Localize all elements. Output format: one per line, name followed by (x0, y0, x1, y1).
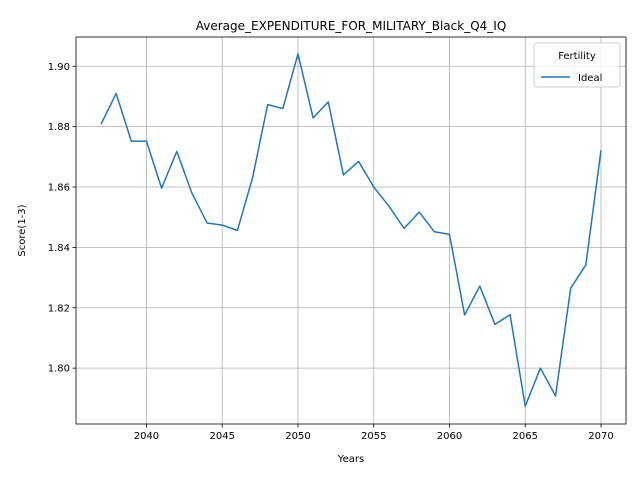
x-axis-label: Years (337, 454, 364, 465)
x-tick-label: 2045 (209, 431, 234, 442)
plot-frame (75, 36, 627, 425)
y-tick-label: 1.86 (48, 183, 70, 194)
y-tick-label: 1.88 (48, 122, 70, 133)
y-tick-label: 1.80 (48, 364, 70, 375)
legend-title: Fertility (558, 51, 596, 62)
chart-title: Average_EXPENDITURE_FOR_MILITARY_Black_Q… (196, 19, 507, 33)
y-axis: 1.80 1.82 1.84 1.86 1.88 1.90 (48, 62, 76, 375)
y-axis-label: Score(1-3) (17, 204, 28, 256)
x-tick-label: 2070 (588, 431, 613, 442)
series-layer (100, 53, 602, 407)
y-tick-label: 1.90 (48, 62, 70, 73)
y-tick-label: 1.82 (48, 303, 70, 314)
y-tick-label: 1.84 (48, 243, 70, 254)
legend-entry-ideal: Ideal (578, 73, 602, 84)
legend: Fertility Ideal (533, 42, 621, 88)
x-tick-label: 2040 (134, 431, 159, 442)
x-tick-label: 2050 (285, 431, 310, 442)
legend-box (533, 42, 621, 88)
series-line-ideal (100, 53, 602, 407)
x-tick-label: 2065 (513, 431, 538, 442)
grid-lines (76, 37, 626, 424)
x-tick-label: 2055 (361, 431, 386, 442)
x-axis: 2040 2045 2050 2055 2060 2065 2070 (134, 424, 614, 442)
x-tick-label: 2060 (437, 431, 462, 442)
